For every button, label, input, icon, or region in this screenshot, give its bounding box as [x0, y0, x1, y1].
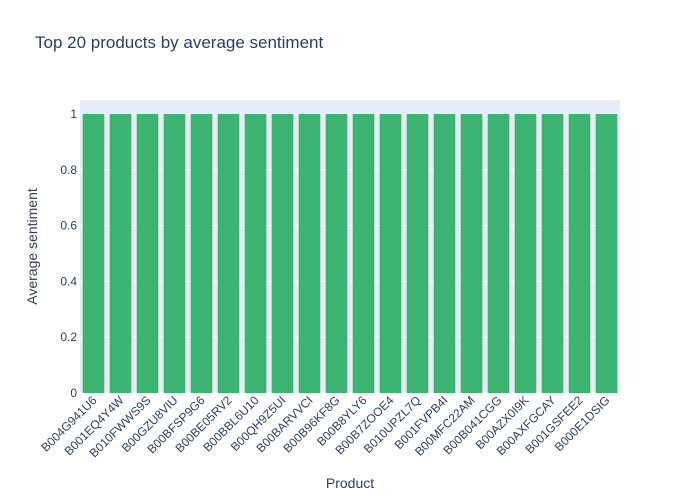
- y-tick-label: 0: [70, 386, 77, 400]
- x-tick-labels: B004G941U6B001EQ4Y4WB010FWWS9SB00GZU8VIU…: [38, 393, 612, 460]
- bar[interactable]: [82, 113, 105, 393]
- bar[interactable]: [109, 113, 132, 393]
- bar[interactable]: [352, 113, 375, 393]
- x-axis-label: Product: [326, 475, 374, 491]
- y-axis-label: Average sentiment: [24, 188, 40, 305]
- bar[interactable]: [379, 113, 402, 393]
- bar[interactable]: [163, 113, 186, 393]
- chart-title: Top 20 products by average sentiment: [35, 33, 324, 52]
- bar[interactable]: [541, 113, 564, 393]
- y-tick-label: 0.6: [60, 219, 77, 233]
- bar[interactable]: [271, 113, 294, 393]
- plot-area: [80, 100, 620, 393]
- bar[interactable]: [217, 113, 240, 393]
- y-tick-label: 0.2: [60, 330, 77, 344]
- bar[interactable]: [568, 113, 591, 393]
- bars: [82, 113, 618, 393]
- bar[interactable]: [325, 113, 348, 393]
- bar[interactable]: [433, 113, 456, 393]
- bar[interactable]: [406, 113, 429, 393]
- bar[interactable]: [595, 113, 618, 393]
- y-tick-label: 0.4: [60, 274, 77, 288]
- bar[interactable]: [514, 113, 537, 393]
- y-tick-label: 0.8: [60, 163, 77, 177]
- y-tick-label: 1: [70, 107, 77, 121]
- bar[interactable]: [487, 113, 510, 393]
- bar[interactable]: [298, 113, 321, 393]
- y-tick-labels: 0 0.2 0.4 0.6 0.8 1: [60, 107, 77, 400]
- bar[interactable]: [190, 113, 213, 393]
- bar[interactable]: [460, 113, 483, 393]
- bar[interactable]: [244, 113, 267, 393]
- bar[interactable]: [136, 113, 159, 393]
